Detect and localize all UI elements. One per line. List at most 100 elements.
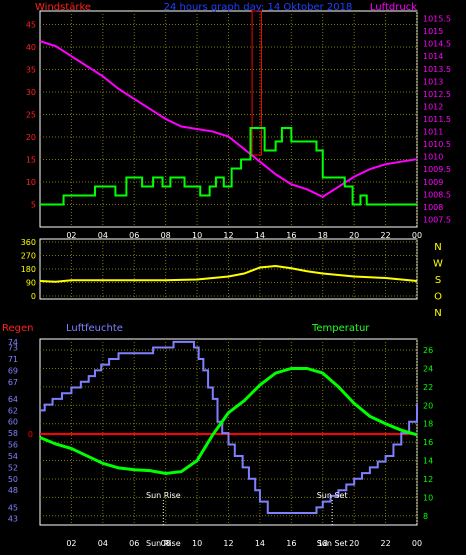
pressure-axis-title: Luftdruck bbox=[370, 2, 417, 13]
x-tick-label: 08 bbox=[161, 231, 171, 240]
compass-letter: N bbox=[434, 242, 441, 253]
wind-tick-label: 35 bbox=[26, 66, 36, 75]
x-tick-label: 12 bbox=[223, 539, 233, 548]
pressure-tick-label: 1014 bbox=[423, 52, 443, 61]
x-tick-label: 14 bbox=[255, 539, 265, 548]
x-tick-label: 16 bbox=[286, 231, 296, 240]
x-tick-label: 02 bbox=[66, 539, 76, 548]
x-tick-label: 10 bbox=[192, 231, 202, 240]
wind-tick-label: 20 bbox=[26, 133, 36, 142]
wind-tick-label: 30 bbox=[26, 88, 36, 97]
x-tick-label: 04 bbox=[98, 231, 108, 240]
humidity-line bbox=[40, 340, 418, 515]
wind-tick-label: 5 bbox=[31, 201, 36, 210]
pressure-tick-label: 1011.5 bbox=[423, 115, 451, 124]
temperature-tick-label: 8 bbox=[423, 512, 428, 521]
wind-tick-label: 10 bbox=[26, 178, 36, 187]
x-tick-label: 16 bbox=[286, 539, 296, 548]
wind-axis-title: Windstärke bbox=[35, 2, 91, 13]
chart-title: 24 hours graph day: 14 Oktober 2018 bbox=[164, 2, 353, 13]
humidity-temperature-grid bbox=[40, 339, 418, 525]
humidity-tick-label: 52 bbox=[8, 463, 18, 472]
humidity-tick-label: 71 bbox=[8, 355, 18, 364]
sunset-label: Sun Set bbox=[317, 491, 348, 500]
humidity-tick-label: 60 bbox=[8, 418, 18, 427]
pressure-tick-label: 1015 bbox=[423, 27, 443, 36]
humidity-tick-label: 50 bbox=[8, 475, 18, 484]
x-tick-label: 04 bbox=[98, 539, 108, 548]
humidity-temperature-x-ticks: 02 04 06 08 10 12 14 16 18 20 22 00 bbox=[66, 539, 422, 548]
humidity-tick-label: 43 bbox=[8, 515, 18, 524]
humidity-tick-label: 64 bbox=[8, 395, 18, 404]
wind-tick-label: 40 bbox=[26, 43, 36, 52]
pressure-tick-label: 1011 bbox=[423, 128, 443, 137]
wind-direction-series bbox=[39, 264, 418, 283]
x-tick-label: 06 bbox=[129, 231, 139, 240]
pressure-tick-label: 1010.5 bbox=[423, 140, 451, 149]
x-tick-label: 08 bbox=[161, 539, 171, 548]
pressure-tick-label: 1012 bbox=[423, 102, 443, 111]
humidity-tick-label: 67 bbox=[8, 378, 18, 387]
temperature-tick-label: 24 bbox=[423, 364, 433, 373]
pressure-tick-label: 1015.5 bbox=[423, 15, 451, 24]
x-tick-label: 00 bbox=[412, 231, 422, 240]
pressure-tick-label: 1013.5 bbox=[423, 65, 451, 74]
pressure-line bbox=[39, 40, 418, 199]
wind-direction-y-ticks: 0 90 180 270 360 bbox=[21, 238, 36, 301]
x-tick-label: 18 bbox=[318, 539, 328, 548]
temperature-y-ticks: 8 10 12 14 16 18 20 22 24 26 bbox=[423, 346, 433, 521]
humidity-tick-label: 69 bbox=[8, 366, 18, 375]
humidity-tick-label: 45 bbox=[8, 503, 18, 512]
compass-letter: S bbox=[435, 275, 441, 286]
wind-tick-label: 15 bbox=[26, 156, 36, 165]
humidity-tick-label: 58 bbox=[8, 429, 18, 438]
pressure-tick-label: 1010 bbox=[423, 153, 443, 162]
temperature-tick-label: 14 bbox=[423, 457, 433, 466]
pressure-y-ticks: 1007.5 1008 1008.5 1009 1009.5 1010 1010.5 1011… bbox=[423, 15, 451, 225]
wind-tick-label: 45 bbox=[26, 21, 36, 30]
pressure-tick-label: 1007.5 bbox=[423, 215, 451, 224]
temperature-tick-label: 20 bbox=[423, 401, 433, 410]
temperature-tick-label: 16 bbox=[423, 438, 433, 447]
temperature-tick-label: 22 bbox=[423, 383, 433, 392]
x-tick-label: 20 bbox=[349, 539, 359, 548]
gust-peak-marker bbox=[251, 10, 262, 156]
temperature-tick-label: 18 bbox=[423, 420, 433, 429]
humidity-tick-label: 73 bbox=[8, 344, 18, 353]
humidity-tick-label: 54 bbox=[8, 452, 18, 461]
pressure-tick-label: 1009.5 bbox=[423, 165, 451, 174]
humidity-tick-label: 74 bbox=[8, 338, 18, 347]
rain-axis-title: Regen bbox=[2, 323, 34, 334]
wind-direction-line bbox=[39, 264, 418, 283]
temperature-line bbox=[39, 366, 418, 475]
humidity-tick-label: 56 bbox=[8, 441, 18, 450]
humidity-tick-label: 48 bbox=[8, 486, 18, 495]
pressure-tick-label: 1014.5 bbox=[423, 40, 451, 49]
pressure-tick-label: 1008.5 bbox=[423, 190, 451, 199]
x-tick-label: 20 bbox=[349, 231, 359, 240]
temperature-axis-title: Temperatur bbox=[311, 323, 370, 334]
temperature-tick-label: 26 bbox=[423, 346, 433, 355]
x-tick-label: 00 bbox=[412, 539, 422, 548]
wind-pressure-x-ticks: 02 04 06 08 10 12 14 16 18 20 22 00 bbox=[66, 231, 422, 240]
sunset-label-bottom: Sun Set bbox=[317, 539, 348, 548]
pressure-tick-label: 1008 bbox=[423, 203, 443, 212]
sunrise-label-bottom: Sun Rise bbox=[146, 539, 181, 548]
wind-pressure-series bbox=[39, 10, 418, 206]
wind-speed-line bbox=[40, 127, 417, 206]
pressure-tick-label: 1009 bbox=[423, 178, 443, 187]
sun-annotations: Sun Rise Sun Rise Sun Set Sun Set bbox=[146, 491, 348, 548]
humidity-temperature-series: 0 bbox=[28, 340, 418, 515]
direction-tick-label: 0 bbox=[31, 292, 36, 301]
x-tick-label: 14 bbox=[255, 231, 265, 240]
direction-tick-label: 270 bbox=[21, 252, 36, 261]
x-tick-label: 18 bbox=[318, 231, 328, 240]
wind-pressure-grid bbox=[40, 11, 418, 227]
wind-direction-grid bbox=[40, 239, 418, 299]
x-tick-label: 02 bbox=[66, 231, 76, 240]
x-tick-label: 12 bbox=[223, 231, 233, 240]
x-tick-label: 22 bbox=[380, 539, 390, 548]
sunrise-label: Sun Rise bbox=[146, 491, 181, 500]
